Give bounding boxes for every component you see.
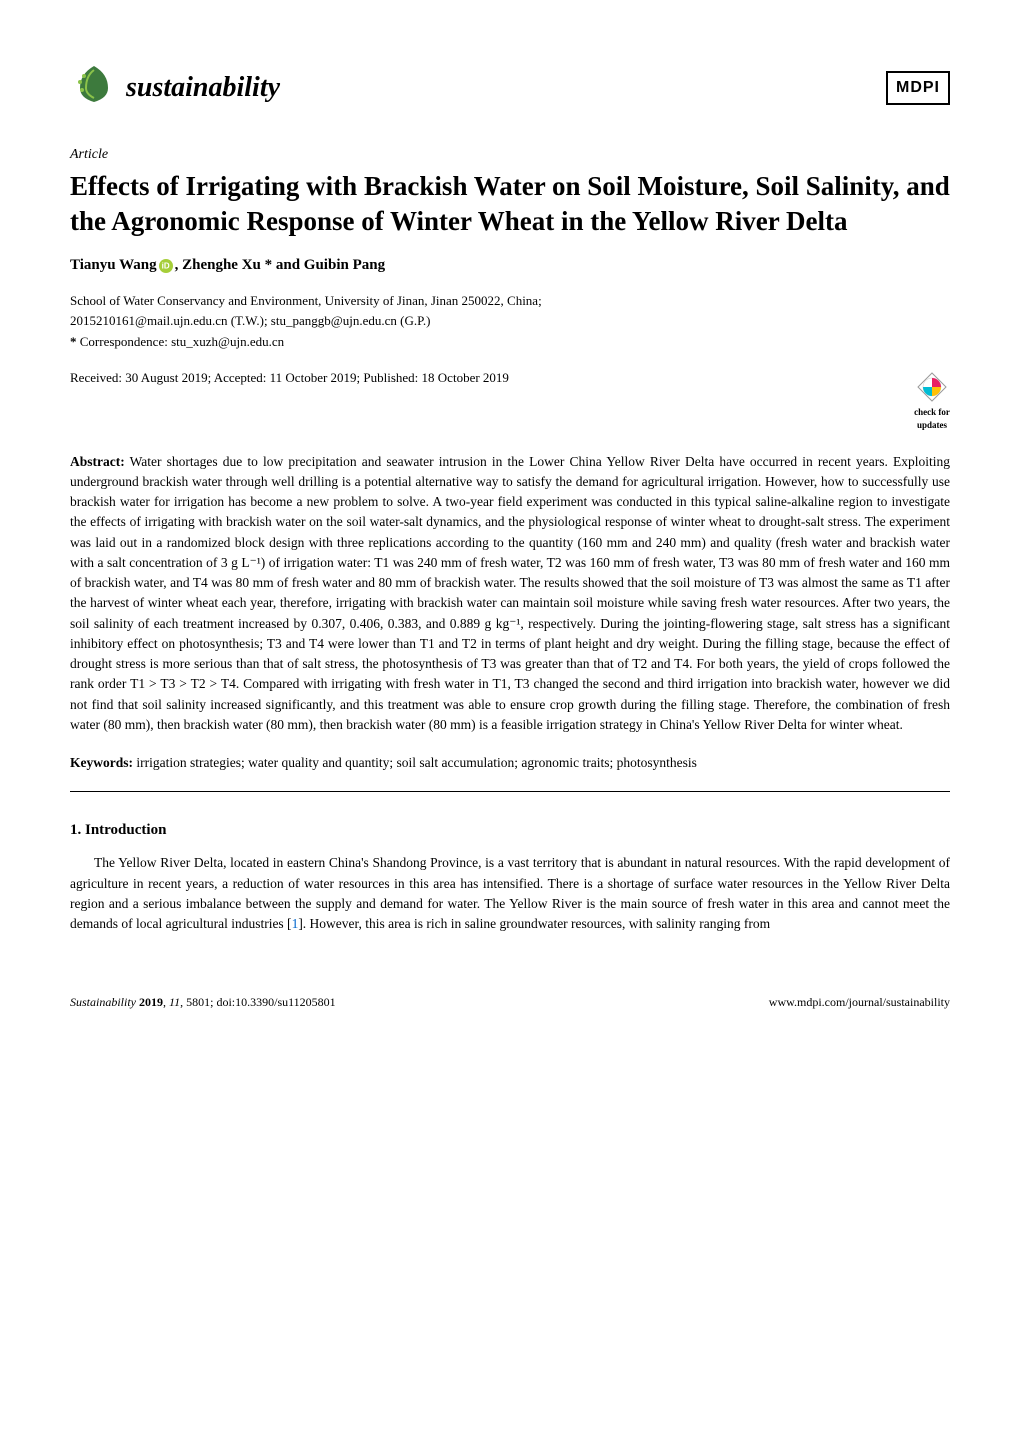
correspondence-text: Correspondence: stu_xuzh@ujn.edu.cn <box>80 334 284 349</box>
page-footer: Sustainability 2019, 11, 5801; doi:10.33… <box>70 994 950 1011</box>
abstract-text: Water shortages due to low precipitation… <box>70 454 950 732</box>
leaf-icon <box>70 60 118 115</box>
article-type: Article <box>70 145 950 165</box>
journal-logo: sustainability <box>70 60 280 115</box>
section-heading-1: 1. Introduction <box>70 820 950 841</box>
footer-right: www.mdpi.com/journal/sustainability <box>769 994 950 1011</box>
para1-text-2: ]. However, this area is rich in saline … <box>298 916 770 931</box>
article-title: Effects of Irrigating with Brackish Wate… <box>70 169 950 239</box>
check-updates-icon <box>914 369 950 405</box>
mdpi-logo: MDPI <box>886 71 950 105</box>
orcid-icon[interactable] <box>159 259 173 273</box>
abstract: Abstract: Water shortages due to low pre… <box>70 452 950 736</box>
publication-dates: Received: 30 August 2019; Accepted: 11 O… <box>70 369 509 387</box>
authors: Tianyu Wang , Zhenghe Xu * and Guibin Pan… <box>70 255 950 276</box>
header-row: sustainability MDPI <box>70 60 950 115</box>
keywords-label: Keywords: <box>70 755 133 770</box>
affiliation: School of Water Conservancy and Environm… <box>70 292 950 310</box>
correspondence-asterisk: * <box>70 334 77 349</box>
correspondence: * Correspondence: stu_xuzh@ujn.edu.cn <box>70 333 950 351</box>
keywords: Keywords: irrigation strategies; water q… <box>70 753 950 773</box>
keywords-text: irrigation strategies; water quality and… <box>133 755 697 770</box>
author-name-1: Tianyu Wang <box>70 257 157 273</box>
dates-row: Received: 30 August 2019; Accepted: 11 O… <box>70 369 950 432</box>
check-updates-label: check for updates <box>914 406 950 431</box>
abstract-label: Abstract: <box>70 454 125 469</box>
journal-name: sustainability <box>126 68 280 107</box>
author-names-rest: , Zhenghe Xu * and Guibin Pang <box>175 257 386 273</box>
footer-left: Sustainability 2019, 11, 5801; doi:10.33… <box>70 994 336 1011</box>
check-updates-badge[interactable]: check for updates <box>914 369 950 432</box>
intro-paragraph-1: The Yellow River Delta, located in easte… <box>70 853 950 934</box>
section-divider <box>70 791 950 792</box>
author-emails: 2015210161@mail.ujn.edu.cn (T.W.); stu_p… <box>70 312 950 330</box>
